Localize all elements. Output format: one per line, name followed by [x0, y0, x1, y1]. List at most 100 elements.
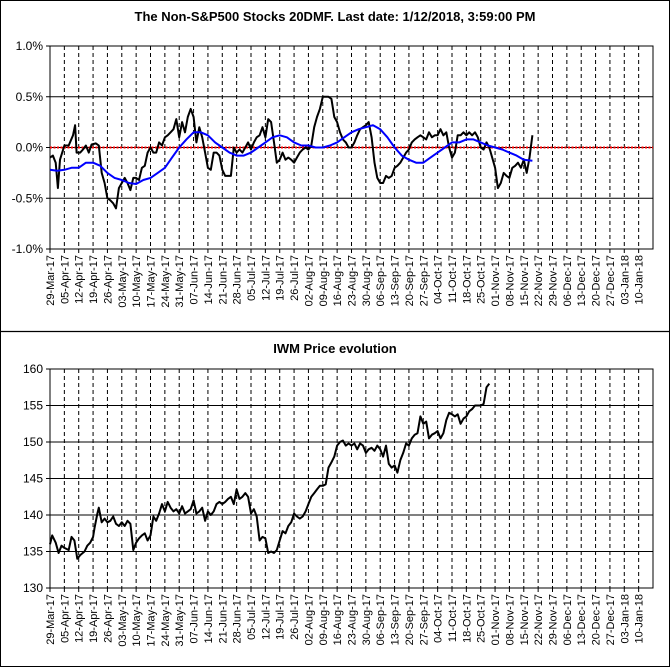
y-tick-label: -1.0% [12, 242, 44, 256]
x-tick-label: 16-Aug-17 [332, 594, 344, 645]
x-tick-label: 20-Sep-17 [404, 594, 416, 645]
x-tick-label: 02-Aug-17 [303, 594, 315, 645]
x-tick-label: 20-Dec-17 [591, 255, 603, 306]
x-tick-label: 21-Jun-17 [217, 594, 229, 644]
x-tick-label: 20-Sep-17 [404, 255, 416, 306]
x-tick-label: 17-May-17 [146, 594, 158, 647]
chart-panel-2: IWM Price evolution 160 155 150 145 140 135 130… [23, 341, 654, 647]
x-tick-label: 04-Oct-17 [433, 594, 445, 643]
x-tick-label: 05-Apr-17 [59, 594, 71, 643]
x-tick-label: 13-Sep-17 [390, 594, 402, 645]
x-tick-label: 27-Sep-17 [418, 594, 430, 645]
x-tick-label: 18-Oct-17 [461, 255, 473, 304]
x-tick-label: 31-May-17 [174, 594, 186, 647]
x-tick-label: 15-Nov-17 [519, 255, 531, 306]
x-tick-label: 22-Nov-17 [533, 255, 545, 306]
x-tick-label: 16-Aug-17 [332, 255, 344, 306]
x-tick-label: 27-Sep-17 [418, 255, 430, 306]
x-tick-label: 03-May-17 [117, 594, 129, 647]
x-tick-label: 07-Jun-17 [189, 255, 201, 305]
x-tick-label: 23-Aug-17 [347, 255, 359, 306]
x-tick-label: 23-Aug-17 [347, 594, 359, 645]
x-tick-label: 05-Jul-17 [246, 594, 258, 640]
x-tick-label: 30-Aug-17 [361, 255, 373, 306]
x-tick-label: 03-Jan-18 [619, 255, 631, 305]
x-tick-label: 29-Mar-17 [45, 255, 57, 306]
x-tick-label: 01-Nov-17 [490, 255, 502, 306]
x-tick-label: 05-Jul-17 [246, 255, 258, 301]
y-tick-label: 160 [23, 362, 43, 376]
x-tick-label: 12-Jul-17 [260, 594, 272, 640]
x-tick-label: 21-Jun-17 [217, 255, 229, 305]
x-tick-label: 18-Oct-17 [461, 594, 473, 643]
x-tick-label: 27-Dec-17 [605, 255, 617, 306]
chart-title: IWM Price evolution [273, 341, 397, 356]
x-tick-label: 29-Nov-17 [548, 255, 560, 306]
x-tick-label: 26-Jul-17 [289, 255, 301, 301]
x-tick-label: 08-Nov-17 [504, 255, 516, 306]
x-tick-label: 19-Jul-17 [275, 255, 287, 301]
x-tick-label: 13-Dec-17 [576, 594, 588, 645]
x-tick-label: 11-Oct-17 [447, 255, 459, 303]
x-tick-label: 03-Jan-18 [619, 594, 631, 644]
x-tick-label: 10-Jan-18 [634, 594, 646, 644]
x-tick-label: 10-May-17 [131, 255, 143, 308]
x-tick-label: 19-Jul-17 [275, 594, 287, 640]
x-tick-label: 04-Oct-17 [433, 255, 445, 304]
x-tick-label: 05-Apr-17 [59, 255, 71, 304]
y-tick-label: 130 [23, 581, 43, 595]
y-tick-label: 140 [23, 508, 43, 522]
series-line-1 [49, 382, 491, 560]
series-line-2 [49, 124, 533, 185]
x-tick-label: 10-May-17 [131, 594, 143, 647]
x-tick-label: 14-Jun-17 [203, 255, 215, 305]
x-tick-label: 28-Jun-17 [232, 594, 244, 644]
y-tick-label: 1.0% [16, 39, 44, 53]
chart-panel-1: The Non-S&P500 Stocks 20DMF. Last date: … [12, 9, 654, 308]
x-tick-label: 19-Apr-17 [88, 594, 100, 643]
x-tick-label: 29-Nov-17 [548, 594, 560, 645]
x-tick-label: 12-Apr-17 [74, 594, 86, 643]
y-tick-label: 150 [23, 435, 43, 449]
x-tick-label: 13-Dec-17 [576, 255, 588, 306]
y-tick-label: 145 [23, 472, 43, 486]
x-tick-label: 26-Jul-17 [289, 594, 301, 640]
x-tick-label: 22-Nov-17 [533, 594, 545, 645]
x-tick-label: 01-Nov-17 [490, 594, 502, 645]
x-tick-label: 06-Dec-17 [562, 255, 574, 306]
x-tick-label: 09-Aug-17 [318, 594, 330, 645]
y-tick-label: 155 [23, 399, 43, 413]
x-tick-label: 12-Jul-17 [260, 255, 272, 301]
chart-title: The Non-S&P500 Stocks 20DMF. Last date: … [135, 9, 536, 24]
x-tick-label: 06-Dec-17 [562, 594, 574, 645]
x-tick-label: 26-Apr-17 [102, 255, 114, 304]
x-tick-label: 14-Jun-17 [203, 594, 215, 644]
x-tick-label: 02-Aug-17 [303, 255, 315, 306]
y-tick-label: 0.0% [16, 141, 44, 155]
x-tick-label: 27-Dec-17 [605, 594, 617, 645]
y-tick-label: -0.5% [12, 191, 44, 205]
x-tick-label: 25-Oct-17 [476, 594, 488, 643]
x-tick-label: 31-May-17 [174, 255, 186, 308]
x-tick-label: 24-May-17 [160, 255, 172, 308]
x-tick-label: 06-Sep-17 [375, 255, 387, 306]
x-tick-label: 30-Aug-17 [361, 594, 373, 645]
x-tick-label: 09-Aug-17 [318, 255, 330, 306]
x-tick-label: 17-May-17 [146, 255, 158, 308]
series-line-1 [49, 95, 534, 210]
x-tick-label: 11-Oct-17 [447, 594, 459, 642]
x-tick-label: 07-Jun-17 [189, 594, 201, 644]
x-tick-label: 08-Nov-17 [504, 594, 516, 645]
x-tick-label: 25-Oct-17 [476, 255, 488, 304]
x-tick-label: 19-Apr-17 [88, 255, 100, 304]
x-tick-label: 10-Jan-18 [634, 255, 646, 305]
x-tick-label: 26-Apr-17 [102, 594, 114, 643]
x-tick-label: 03-May-17 [117, 255, 129, 308]
y-tick-label: 0.5% [16, 90, 44, 104]
x-tick-label: 06-Sep-17 [375, 594, 387, 645]
x-tick-label: 13-Sep-17 [390, 255, 402, 306]
x-tick-label: 12-Apr-17 [74, 255, 86, 304]
